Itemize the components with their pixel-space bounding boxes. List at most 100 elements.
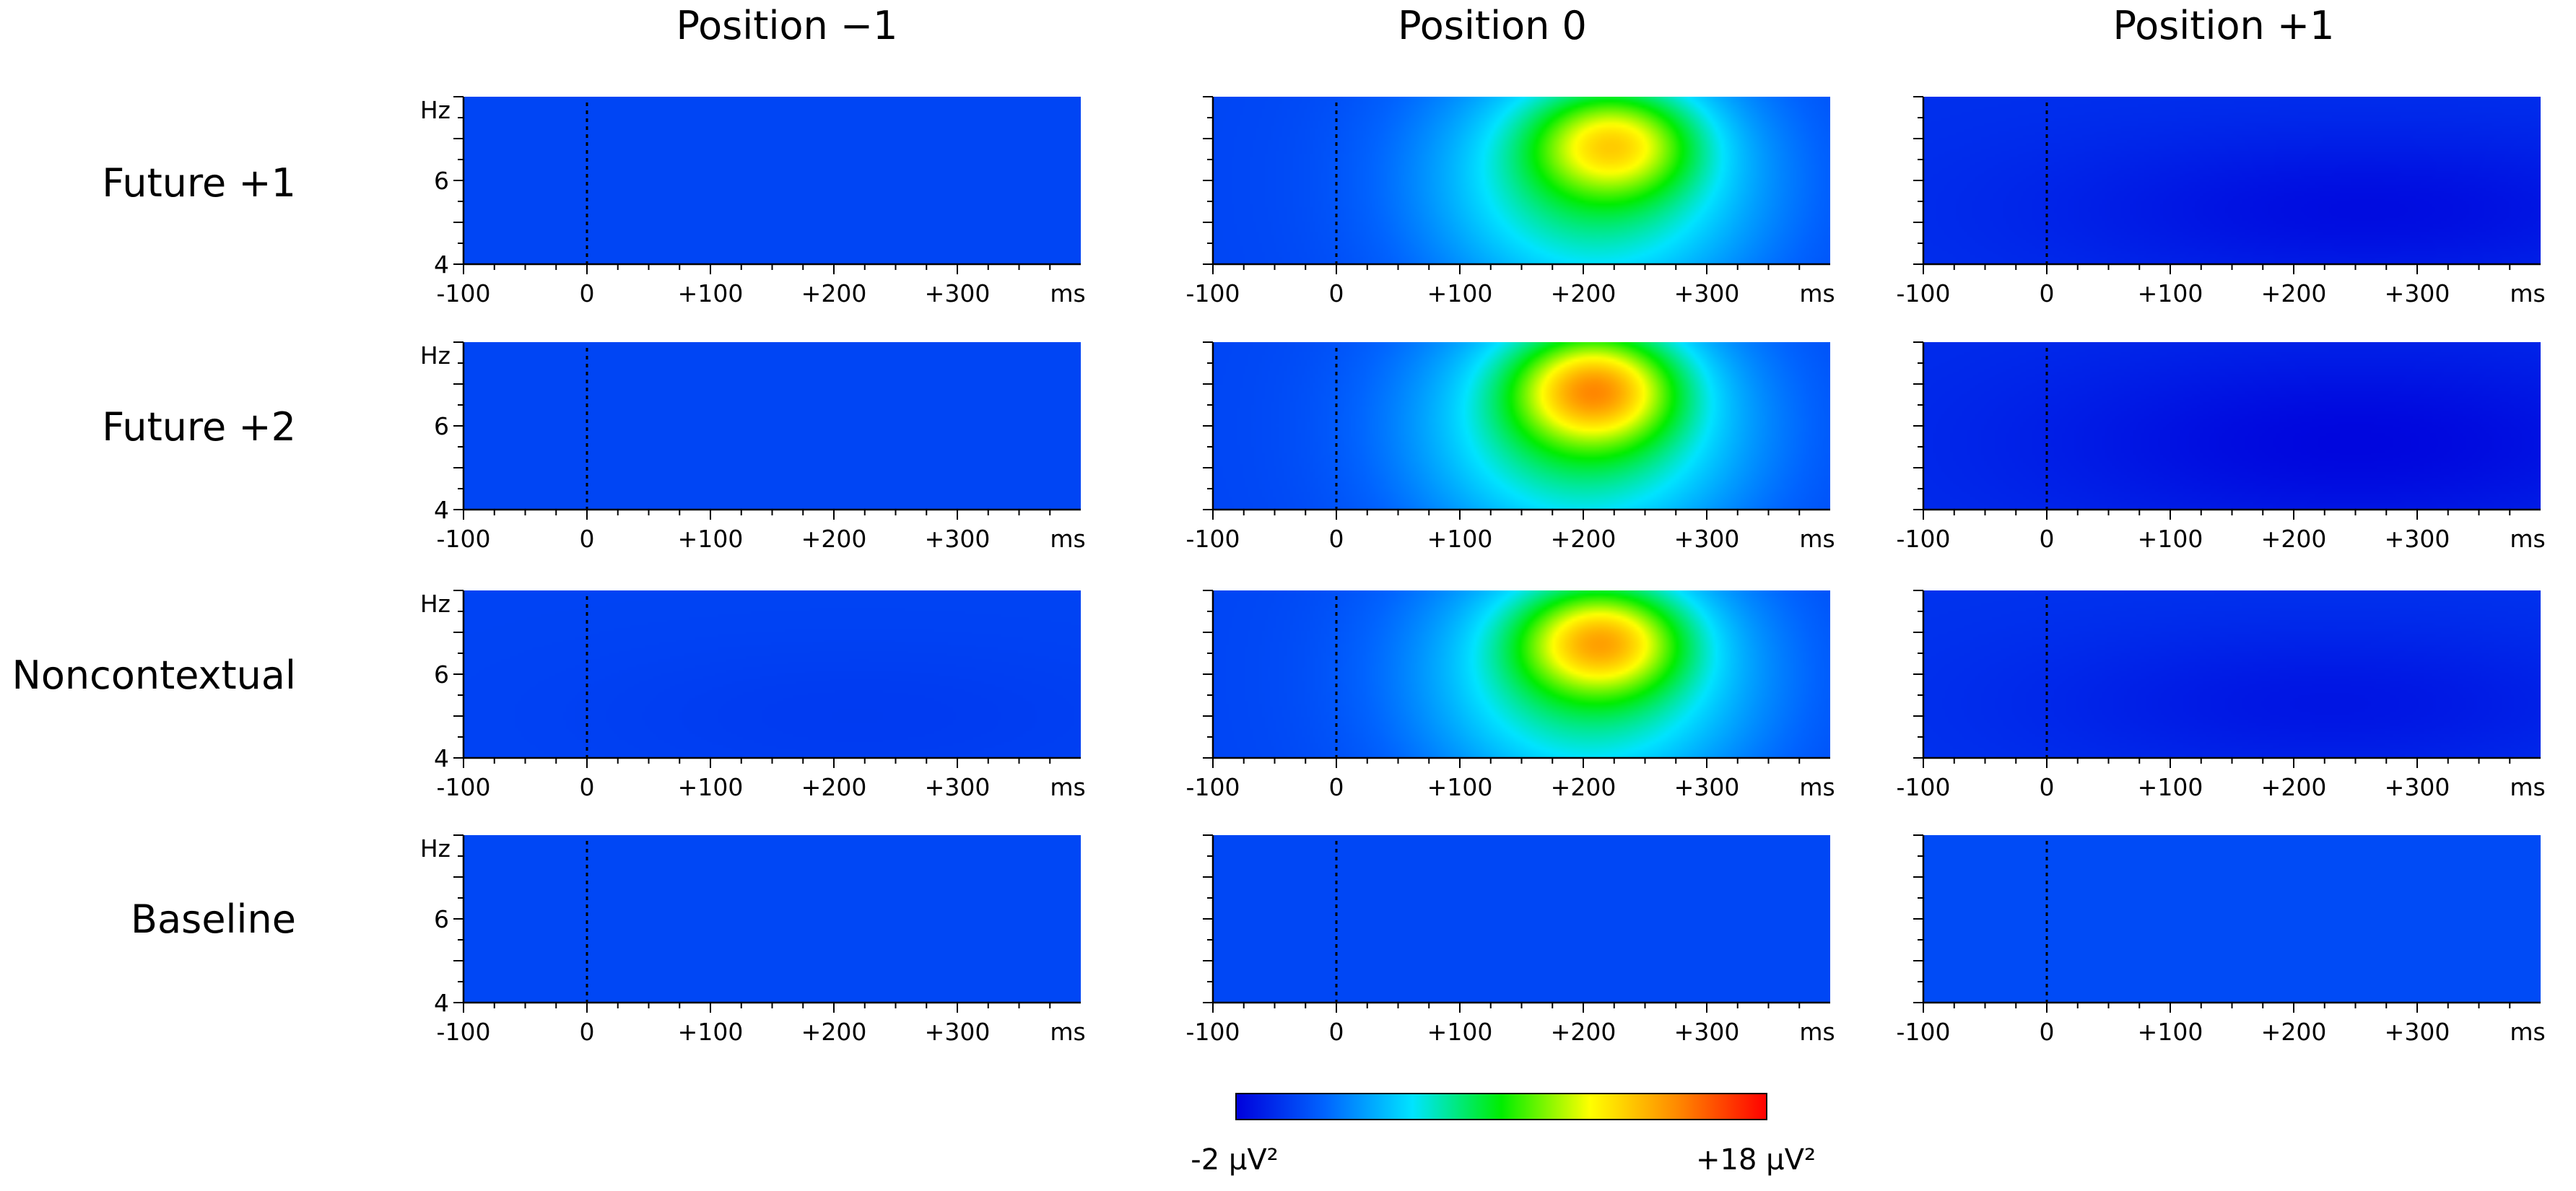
x-tick-label: -100 [437, 525, 491, 553]
y-unit-label: Hz [420, 834, 451, 863]
heatmap-image [1923, 97, 2541, 264]
heatmap-image [1923, 590, 2541, 758]
x-tick-label: -100 [1897, 525, 1951, 553]
x-tick-label: +200 [1551, 773, 1616, 801]
x-tick-label: 0 [580, 525, 595, 553]
x-tick-label: -100 [1186, 773, 1240, 801]
x-tick-label: -100 [1897, 1018, 1951, 1046]
panel-future-plus-2-position-plus-1: -100 0 +100 +200 +300 ms [1897, 341, 2546, 553]
panel-future-plus-1-position-plus-1: -100 0 +100 +200 +300 ms [1897, 96, 2546, 307]
x-tick-label: -100 [1186, 1018, 1240, 1046]
x-tick-label: -100 [437, 773, 491, 801]
x-tick-label: +200 [801, 773, 867, 801]
x-tick-label: +300 [1674, 773, 1740, 801]
x-unit-label: ms [1799, 525, 1835, 553]
colorbar-max-label: +18 μV² [1696, 1143, 1816, 1177]
x-tick-label: +200 [801, 525, 867, 553]
y-tick-label: 6 [434, 412, 449, 440]
heatmap-image [464, 590, 1081, 758]
x-tick-label: +300 [1674, 1018, 1740, 1046]
x-tick-label: +300 [2385, 279, 2450, 307]
heatmap-image [1213, 835, 1830, 1003]
x-tick-label: +100 [1427, 773, 1493, 801]
x-tick-label: 0 [2040, 773, 2055, 801]
x-tick-label: +200 [1551, 1018, 1616, 1046]
panel-noncontextual-position-0: -100 0 +100 +200 +300 ms [1186, 590, 1835, 801]
x-tick-label: +100 [678, 1018, 744, 1046]
column-title-position-0: Position 0 [1398, 3, 1587, 48]
column-title-position-plus-1: Position +1 [2112, 3, 2334, 48]
y-tick-label: 4 [434, 744, 449, 772]
row-label-future-plus-1: Future +1 [102, 160, 296, 206]
x-tick-label: +100 [1427, 525, 1493, 553]
row-labels: Future +1 Future +2 Noncontextual Baseli… [12, 160, 296, 942]
x-unit-label: ms [1050, 773, 1085, 801]
x-tick-label: 0 [1329, 525, 1344, 553]
x-tick-label: +200 [1551, 279, 1616, 307]
heatmap-panels: -100 0 +100 +200 +300 ms 4 6 Hz -100 0 +100 +200 +300… [420, 96, 2546, 1046]
heatmap-image [1213, 97, 1830, 264]
x-tick-label: +300 [2385, 1018, 2450, 1046]
x-tick-label: 0 [580, 773, 595, 801]
x-tick-label: +300 [925, 525, 991, 553]
x-tick-label: +100 [2138, 279, 2203, 307]
panel-baseline-position-0: -100 0 +100 +200 +300 ms [1186, 834, 1835, 1046]
heatmap-image [464, 342, 1081, 510]
heatmap-image [1213, 342, 1830, 510]
panel-noncontextual-position-minus-1: -100 0 +100 +200 +300 ms 4 6 Hz [420, 590, 1086, 801]
colorbar-min-label: -2 μV² [1191, 1143, 1278, 1177]
column-titles: Position −1 Position 0 Position +1 [676, 3, 2334, 48]
heatmap-image [1923, 342, 2541, 510]
x-tick-label: -100 [1186, 525, 1240, 553]
x-tick-label: +300 [1674, 279, 1740, 307]
x-tick-label: +300 [2385, 773, 2450, 801]
x-tick-label: +200 [2261, 773, 2327, 801]
x-unit-label: ms [2510, 279, 2545, 307]
x-tick-label: +100 [1427, 1018, 1493, 1046]
x-tick-label: +200 [2261, 1018, 2327, 1046]
x-unit-label: ms [2510, 773, 2545, 801]
x-tick-label: +300 [925, 773, 991, 801]
x-unit-label: ms [1050, 525, 1085, 553]
x-tick-label: +100 [678, 279, 744, 307]
x-tick-label: 0 [1329, 773, 1344, 801]
x-tick-label: 0 [2040, 525, 2055, 553]
x-tick-label: +300 [1674, 525, 1740, 553]
x-tick-label: +300 [925, 1018, 991, 1046]
panel-future-plus-2-position-0: -100 0 +100 +200 +300 ms [1186, 341, 1835, 553]
x-tick-label: +100 [2138, 1018, 2203, 1046]
x-tick-label: +200 [2261, 279, 2327, 307]
x-tick-label: -100 [1186, 279, 1240, 307]
x-unit-label: ms [1799, 1018, 1835, 1046]
row-label-noncontextual: Noncontextual [12, 653, 296, 698]
y-unit-label: Hz [420, 96, 451, 124]
panel-baseline-position-minus-1: -100 0 +100 +200 +300 ms 4 6 Hz [420, 834, 1086, 1046]
panel-noncontextual-position-plus-1: -100 0 +100 +200 +300 ms [1897, 590, 2546, 801]
x-tick-label: -100 [437, 279, 491, 307]
heatmap-image [1923, 835, 2541, 1003]
x-tick-label: 0 [580, 1018, 595, 1046]
y-tick-label: 4 [434, 989, 449, 1017]
panel-future-plus-2-position-minus-1: -100 0 +100 +200 +300 ms 4 6 Hz [420, 341, 1086, 553]
column-title-position-minus-1: Position −1 [676, 3, 897, 48]
x-tick-label: +200 [1551, 525, 1616, 553]
x-tick-label: 0 [1329, 279, 1344, 307]
row-label-baseline: Baseline [131, 896, 296, 942]
heatmap-image [464, 97, 1081, 264]
x-unit-label: ms [2510, 525, 2545, 553]
x-tick-label: 0 [2040, 1018, 2055, 1046]
x-tick-label: -100 [1897, 279, 1951, 307]
row-label-future-plus-2: Future +2 [102, 404, 296, 450]
x-tick-label: +100 [2138, 525, 2203, 553]
y-tick-label: 6 [434, 660, 449, 689]
x-tick-label: +300 [925, 279, 991, 307]
x-tick-label: +300 [2385, 525, 2450, 553]
colorbar-gradient [1235, 1093, 1767, 1120]
y-tick-label: 6 [434, 905, 449, 933]
panel-baseline-position-plus-1: -100 0 +100 +200 +300 ms [1897, 834, 2546, 1046]
x-unit-label: ms [1799, 279, 1835, 307]
x-tick-label: +200 [2261, 525, 2327, 553]
x-tick-label: +200 [801, 1018, 867, 1046]
y-tick-label: 4 [434, 250, 449, 279]
